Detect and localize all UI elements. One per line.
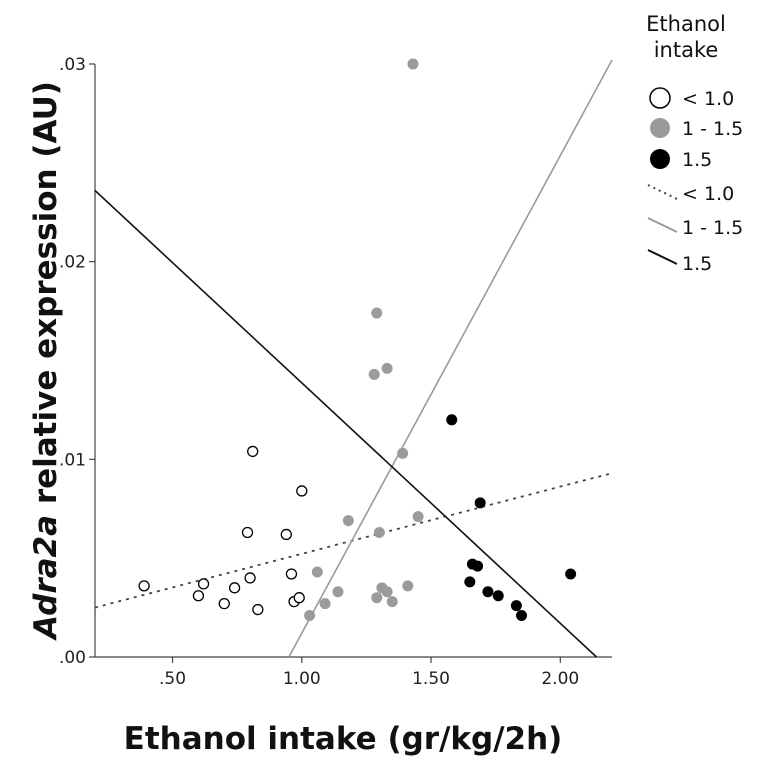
point-over-1-5 — [482, 586, 494, 598]
point-1-to-1-5 — [402, 580, 414, 592]
legend-line-dotted — [647, 184, 678, 200]
legend-line-label-1-to-1-5: 1 - 1.5 — [682, 217, 743, 239]
point-under-1 — [285, 568, 298, 580]
point-under-1 — [241, 526, 254, 539]
legend-line-label-over-1-5: 1.5 — [682, 253, 712, 275]
point-over-1-5 — [516, 609, 528, 621]
point-1-to-1-5 — [371, 592, 383, 604]
point-under-1 — [192, 590, 205, 602]
legend-title-line-2: intake — [654, 38, 719, 62]
point-over-1-5 — [474, 497, 486, 509]
point-under-1 — [247, 445, 259, 458]
point-1-to-1-5 — [407, 58, 419, 70]
legend-marker-gray-circle — [650, 118, 670, 138]
point-over-1-5 — [446, 414, 458, 426]
legend-title-line-1: Ethanol — [646, 12, 726, 36]
tick-labels: .00 .01 .02 .03 .50 1.00 1.50 2.00 — [59, 55, 579, 689]
x-tick-label: 1.00 — [283, 669, 321, 689]
point-1-to-1-5 — [397, 447, 409, 459]
legend-marker-open-circle — [649, 87, 671, 109]
legend-label-under-1: < 1.0 — [682, 88, 734, 110]
point-1-to-1-5 — [371, 307, 383, 319]
point-1-to-1-5 — [386, 596, 398, 608]
point-over-1-5 — [510, 600, 522, 612]
y-tick-label: .00 — [59, 648, 86, 668]
y-tick-label: .02 — [59, 253, 86, 273]
fit-line-under-1 — [94, 472, 613, 609]
point-under-1 — [293, 592, 305, 604]
point-1-to-1-5 — [412, 511, 424, 523]
legend-line-gray — [647, 217, 678, 233]
legend-label-over-1-5: 1.5 — [682, 149, 712, 171]
legend-line-black — [647, 249, 678, 265]
point-over-1-5 — [472, 560, 484, 572]
legend: Ethanol intake < 1.0 1 - 1.5 1.5 < 1.0 1… — [646, 12, 743, 275]
point-under-1 — [197, 578, 210, 590]
x-axis-title: Ethanol intake (gr/kg/2h) — [124, 721, 563, 757]
fit-line-1-to-1-5 — [288, 59, 613, 658]
point-1-to-1-5 — [381, 586, 393, 598]
legend-label-1-to-1-5: 1 - 1.5 — [682, 118, 743, 140]
y-axis-title-italic: Adra2a — [28, 515, 64, 642]
x-tick-label: 1.50 — [412, 669, 450, 689]
legend-marker-black-circle — [650, 149, 670, 169]
point-1-to-1-5 — [319, 598, 331, 610]
point-over-1-5 — [492, 590, 504, 602]
point-over-1-5 — [464, 576, 476, 588]
point-1-to-1-5 — [368, 368, 380, 380]
y-axis-title-rest: relative expression (AU) — [28, 81, 64, 515]
point-under-1 — [296, 485, 308, 497]
point-under-1 — [280, 528, 292, 541]
y-tick-label: .01 — [59, 450, 86, 470]
point-under-1 — [228, 582, 241, 594]
point-under-1 — [218, 597, 230, 610]
point-under-1 — [138, 580, 150, 592]
data-points — [138, 58, 577, 621]
point-under-1 — [244, 572, 256, 584]
point-1-to-1-5 — [342, 515, 354, 527]
point-over-1-5 — [565, 568, 577, 580]
fit-lines — [94, 59, 613, 658]
x-tick-label: 2.00 — [541, 669, 579, 689]
point-1-to-1-5 — [332, 586, 344, 598]
y-axis-title: Adra2a relative expression (AU) — [28, 81, 64, 642]
point-1-to-1-5 — [373, 526, 385, 538]
point-1-to-1-5 — [311, 566, 323, 578]
fit-line-over-1-5 — [94, 189, 598, 658]
point-1-to-1-5 — [381, 362, 393, 374]
point-1-to-1-5 — [304, 609, 316, 621]
x-tick-label: .50 — [159, 669, 186, 689]
axes — [89, 63, 612, 663]
point-under-1 — [252, 603, 264, 616]
y-tick-label: .03 — [59, 55, 86, 75]
legend-line-label-under-1: < 1.0 — [682, 183, 734, 205]
